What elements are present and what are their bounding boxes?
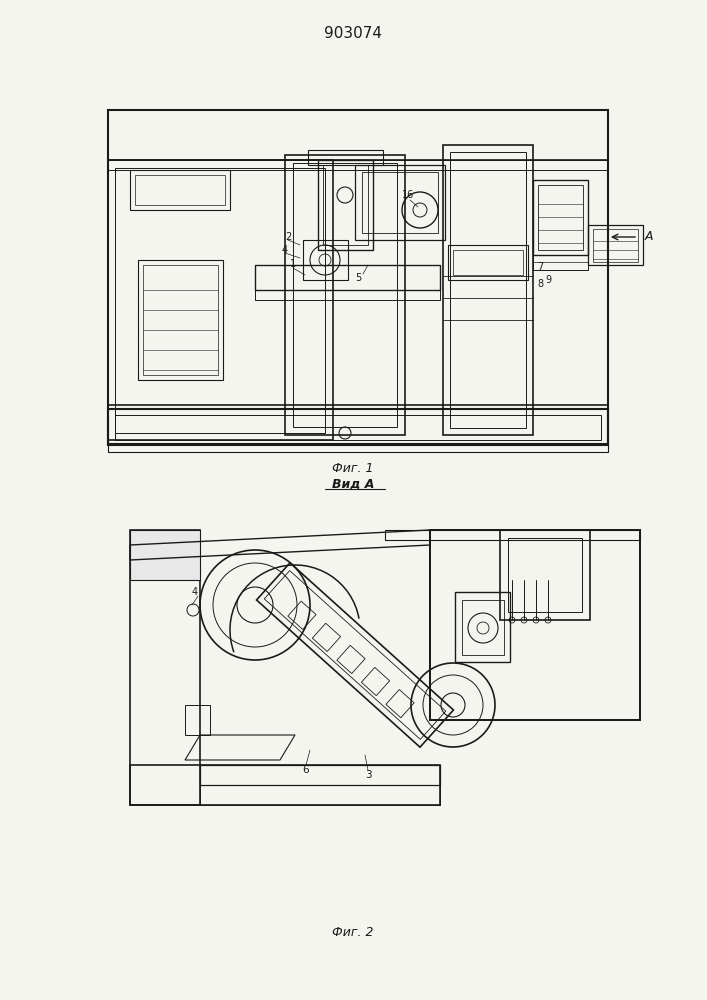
Bar <box>138 260 223 380</box>
Bar <box>500 530 590 620</box>
Bar <box>508 538 582 612</box>
Bar <box>255 290 440 300</box>
Text: 4: 4 <box>192 587 198 597</box>
Bar <box>593 229 638 262</box>
Text: 9: 9 <box>545 275 551 285</box>
Bar <box>108 409 608 444</box>
Text: 6: 6 <box>303 765 309 775</box>
Bar <box>318 160 373 250</box>
Bar <box>115 415 601 440</box>
Bar <box>448 245 528 280</box>
Bar <box>450 152 526 428</box>
Text: 3: 3 <box>365 770 371 780</box>
Bar <box>108 405 608 445</box>
Bar <box>323 165 368 245</box>
Text: 2: 2 <box>285 232 291 242</box>
Bar <box>533 180 588 255</box>
Text: 5: 5 <box>355 273 361 283</box>
Text: 4: 4 <box>282 245 288 255</box>
Bar <box>130 170 230 210</box>
Bar <box>108 110 608 445</box>
Bar <box>308 150 383 165</box>
Bar <box>462 600 504 655</box>
Bar <box>108 160 608 170</box>
Text: A: A <box>645 231 653 243</box>
Bar <box>453 250 523 275</box>
Text: 8: 8 <box>537 279 543 289</box>
Bar <box>255 265 440 290</box>
Bar <box>115 168 325 433</box>
Bar <box>108 160 333 440</box>
Text: Фиг. 1: Фиг. 1 <box>332 462 374 475</box>
Bar <box>108 110 608 160</box>
Text: Вид A: Вид A <box>332 478 374 490</box>
Bar <box>455 592 510 662</box>
Polygon shape <box>130 530 200 580</box>
Text: Фиг. 2: Фиг. 2 <box>332 926 374 938</box>
Text: 1: 1 <box>290 259 296 269</box>
Bar <box>135 175 225 205</box>
Bar <box>293 163 397 427</box>
Text: 16: 16 <box>402 190 414 200</box>
Text: 903074: 903074 <box>324 25 382 40</box>
Bar <box>538 185 583 250</box>
Bar <box>185 705 210 735</box>
Text: 7: 7 <box>537 262 543 272</box>
Bar <box>443 145 533 435</box>
Bar <box>355 165 445 240</box>
Bar <box>362 172 438 233</box>
Bar <box>108 444 608 452</box>
Bar <box>303 240 348 280</box>
Bar <box>430 530 640 720</box>
Bar <box>143 265 218 375</box>
Bar <box>285 155 405 435</box>
Bar <box>588 225 643 265</box>
Bar <box>533 255 588 270</box>
